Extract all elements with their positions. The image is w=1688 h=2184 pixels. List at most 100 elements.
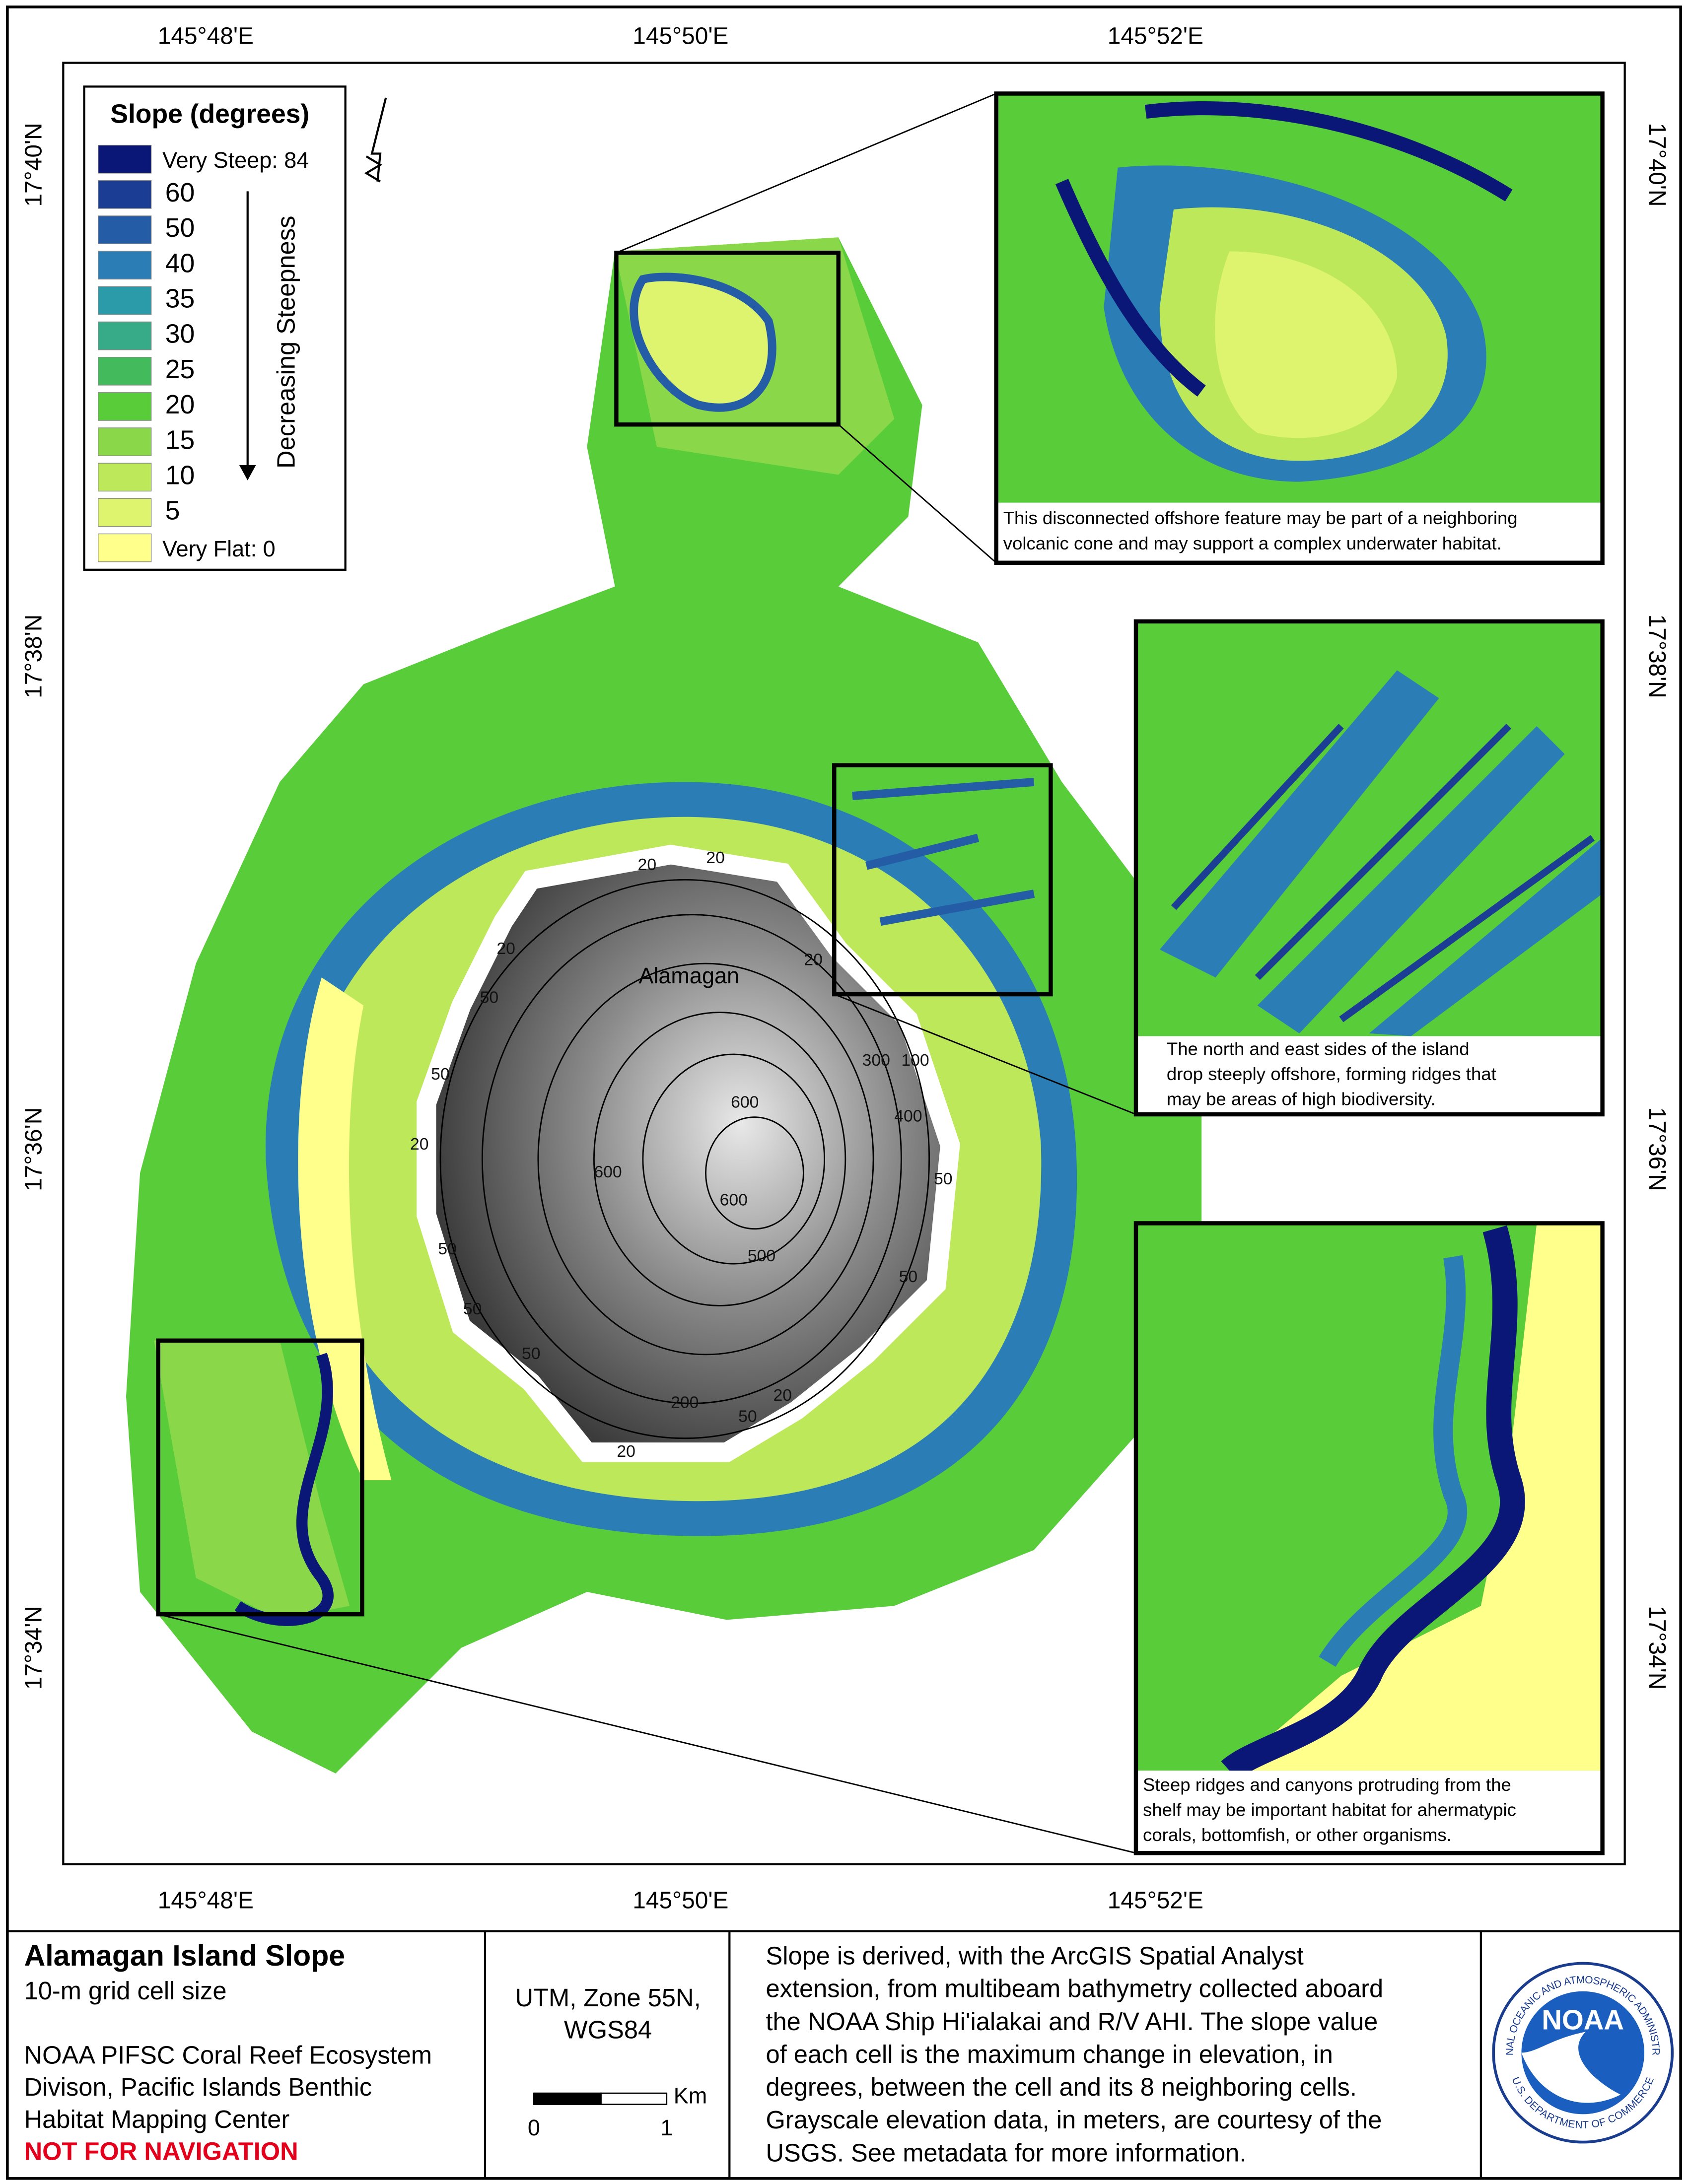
connector-lines [158, 93, 1136, 1854]
footer-title: Alamagan Island Slope [24, 1939, 346, 1972]
longitude-label: 145°50'E [633, 23, 728, 50]
footer-credit: NOAA PIFSC Coral Reef Ecosystem [24, 2041, 432, 2069]
legend-label: 15 [165, 425, 195, 455]
description: the NOAA Ship Hi'ialakai and R/V AHI. Th… [766, 2007, 1378, 2036]
latitude-label: 17°36'N [21, 1107, 47, 1191]
inset-caption: may be areas of high biodiversity. [1167, 1089, 1436, 1109]
legend-label: 50 [165, 213, 195, 243]
legend-swatch [97, 286, 152, 315]
projection: WGS84 [564, 2016, 652, 2044]
latitude-label: 17°40'N [1644, 123, 1670, 206]
description: Slope is derived, with the ArcGIS Spatia… [766, 1942, 1303, 1970]
description: of each cell is the maximum change in el… [766, 2040, 1333, 2068]
contour-label: 20 [410, 1135, 429, 1154]
footer-warning: NOT FOR NAVIGATION [24, 2137, 298, 2165]
longitude-label: 145°50'E [633, 1887, 728, 1913]
latitude-label: 17°34'N [21, 1606, 47, 1690]
legend-swatch [97, 533, 152, 562]
latitude-label: 17°38'N [21, 614, 47, 698]
contour-label: 500 [748, 1246, 775, 1265]
legend-swatch [97, 392, 152, 421]
inset-caption: volcanic cone and may support a complex … [1003, 533, 1502, 553]
legend-label: 35 [165, 284, 195, 314]
footer-credit: Divison, Pacific Islands Benthic [24, 2073, 372, 2101]
legend-swatch [97, 498, 152, 527]
legend-label: Very Steep: 84 [162, 147, 309, 173]
noaa-logo [1492, 1962, 1674, 2144]
inset-2 [1133, 619, 1605, 1117]
legend-swatch [97, 356, 152, 386]
legend-swatch [97, 321, 152, 350]
scale-tick-label: 0 [528, 2115, 540, 2140]
contour-label: 100 [901, 1051, 929, 1070]
contour-label: 50 [431, 1065, 450, 1084]
inset-caption: drop steeply offshore, forming ridges th… [1167, 1064, 1496, 1084]
scale-tick-label: 1 [660, 2115, 673, 2140]
contour-label: 50 [480, 988, 499, 1007]
island [417, 844, 960, 1462]
footer-credit: Habitat Mapping Center [24, 2105, 290, 2133]
description: degrees, between the cell and its 8 neig… [766, 2073, 1356, 2101]
island-label: Alamagan [638, 963, 739, 988]
inset-3 [1133, 1221, 1605, 1855]
latitude-label: 17°34'N [1644, 1606, 1670, 1690]
projection: UTM, Zone 55N, [515, 1983, 701, 2012]
longitude-label: 145°48'E [158, 23, 254, 50]
legend-label: 10 [165, 461, 195, 490]
contour-label: 20 [773, 1386, 792, 1405]
scale-bar [533, 2092, 668, 2106]
contour-label: 600 [731, 1092, 759, 1111]
contour-label: 600 [594, 1162, 622, 1181]
contour-label: 20 [496, 939, 515, 958]
legend-label: 40 [165, 249, 195, 278]
legend-swatch [97, 463, 152, 492]
north-arrow [364, 97, 387, 183]
longitude-label: 145°52'E [1108, 1887, 1203, 1913]
latitude-label: 17°36'N [1644, 1107, 1670, 1191]
contour-label: 50 [438, 1239, 457, 1258]
legend-swatch [97, 251, 152, 280]
logo-name: NOAA [1542, 2004, 1624, 2036]
contour-label: 50 [522, 1344, 541, 1363]
contour-label: 600 [720, 1190, 748, 1209]
legend-title: Slope (degrees) [110, 100, 309, 129]
legend-swatch [97, 144, 152, 174]
inset-caption: corals, bottomfish, or other organisms. [1143, 1825, 1452, 1845]
longitude-label: 145°52'E [1108, 23, 1203, 50]
contour-label: 20 [706, 848, 725, 867]
legend-label: 30 [165, 320, 195, 349]
footer-subtitle: 10-m grid cell size [24, 1977, 227, 2005]
description: Grayscale elevation data, in meters, are… [766, 2106, 1382, 2134]
legend-swatch [97, 215, 152, 244]
latitude-label: 17°38'N [1644, 614, 1670, 698]
legend-swatch [97, 180, 152, 209]
contour-label: 200 [671, 1393, 699, 1412]
contour-label: 50 [738, 1407, 757, 1426]
legend-label: 60 [165, 178, 195, 207]
contour-label: 400 [894, 1107, 922, 1126]
contour-label: 20 [638, 855, 657, 874]
inset-caption: The north and east sides of the island [1167, 1038, 1470, 1059]
description: extension, from multibeam bathymetry col… [766, 1975, 1383, 2003]
contour-label: 50 [899, 1267, 918, 1286]
contour-label: 50 [934, 1169, 953, 1188]
legend-label: Very Flat: 0 [162, 536, 276, 561]
latitude-label: 17°40'N [21, 123, 47, 206]
legend-arrow-head [239, 465, 256, 480]
inset-caption: Steep ridges and canyons protruding from… [1143, 1774, 1511, 1795]
contour-label: 20 [804, 950, 823, 969]
contour-label: 300 [862, 1051, 890, 1070]
contour-label: 50 [463, 1299, 482, 1318]
description: USGS. See metadata for more information. [766, 2138, 1246, 2167]
inset-caption: shelf may be important habitat for aherm… [1143, 1800, 1516, 1820]
legend-label: 20 [165, 390, 195, 419]
footer-dividers [7, 1930, 1681, 2179]
contour-label: 20 [617, 1442, 635, 1461]
inset-1 [994, 91, 1605, 565]
scale-unit: Km [674, 2083, 707, 2108]
inset-locators [156, 250, 1053, 1617]
legend-arrow-label: Decreasing Steepness [272, 216, 300, 469]
inset-caption: This disconnected offshore feature may b… [1003, 508, 1518, 528]
longitude-label: 145°48'E [158, 1887, 254, 1913]
